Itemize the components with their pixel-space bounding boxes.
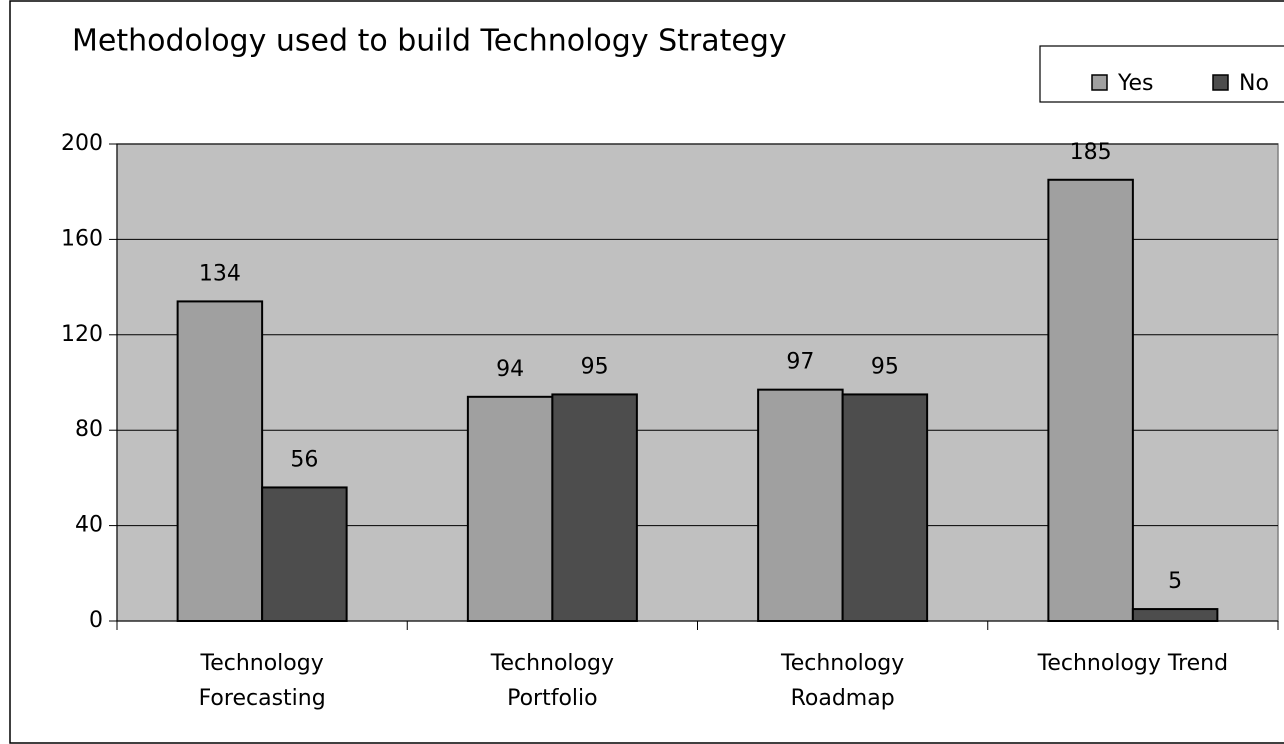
- x-tick-label: Roadmap: [791, 686, 895, 711]
- legend-swatch: [1212, 74, 1229, 91]
- x-tick-label: Technology: [200, 651, 324, 676]
- legend-box: [1039, 45, 1284, 103]
- y-tick-label: 0: [89, 608, 103, 633]
- data-label: 95: [871, 354, 899, 379]
- legend-swatch: [1091, 74, 1108, 91]
- chart-title: Methodology used to build Technology Str…: [72, 24, 787, 59]
- x-tick-label: Technology Trend: [1037, 651, 1228, 676]
- data-label: 185: [1070, 140, 1112, 165]
- bar: [1131, 608, 1219, 623]
- y-tick-label: 120: [61, 322, 103, 347]
- legend-label: Yes: [1117, 71, 1154, 96]
- bar: [176, 300, 264, 622]
- x-tick-label: Technology: [490, 651, 614, 676]
- bar: [466, 395, 554, 622]
- bar: [551, 393, 638, 622]
- bar: [1047, 178, 1134, 622]
- data-label: 134: [199, 261, 241, 286]
- y-tick-label: 160: [61, 226, 103, 251]
- legend-label: No: [1239, 71, 1269, 96]
- data-label: 97: [786, 350, 814, 375]
- bar: [757, 388, 844, 622]
- bar: [261, 486, 348, 622]
- x-tick-label: Technology: [780, 651, 904, 676]
- y-tick-label: 80: [75, 417, 103, 442]
- y-tick-label: 200: [61, 131, 103, 156]
- data-label: 94: [496, 357, 524, 382]
- data-label: 56: [290, 447, 318, 472]
- data-label: 95: [581, 354, 609, 379]
- y-tick-label: 40: [75, 513, 103, 538]
- x-tick-label: Forecasting: [199, 686, 326, 711]
- data-label: 5: [1168, 569, 1182, 594]
- bar: [841, 393, 929, 622]
- x-tick-label: Portfolio: [507, 686, 598, 711]
